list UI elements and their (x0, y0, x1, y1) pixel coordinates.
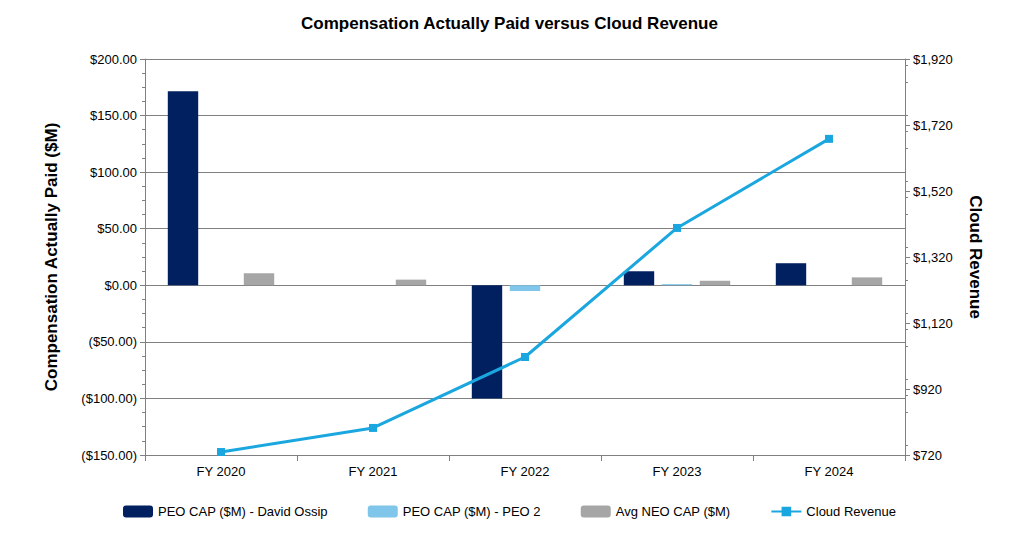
svg-text:FY 2024: FY 2024 (805, 464, 854, 479)
svg-text:FY 2023: FY 2023 (653, 464, 702, 479)
svg-text:Compensation Actually Paid ver: Compensation Actually Paid versus Cloud … (301, 14, 718, 33)
svg-text:$1,120: $1,120 (913, 316, 953, 331)
svg-text:$150.00: $150.00 (90, 108, 137, 123)
svg-text:PEO CAP ($M) - David Ossip: PEO CAP ($M) - David Ossip (158, 504, 328, 519)
svg-text:$50.00: $50.00 (97, 221, 137, 236)
svg-text:Cloud Revenue: Cloud Revenue (966, 195, 985, 319)
svg-text:($50.00): ($50.00) (89, 334, 137, 349)
svg-text:$200.00: $200.00 (90, 52, 137, 67)
svg-text:$100.00: $100.00 (90, 165, 137, 180)
svg-text:$0.00: $0.00 (104, 278, 137, 293)
svg-text:$1,720: $1,720 (913, 118, 953, 133)
svg-text:$1,320: $1,320 (913, 250, 953, 265)
svg-text:Cloud Revenue: Cloud Revenue (806, 504, 896, 519)
svg-text:PEO CAP ($M) - PEO 2: PEO CAP ($M) - PEO 2 (403, 504, 541, 519)
svg-text:$1,920: $1,920 (913, 52, 953, 67)
svg-text:$1,520: $1,520 (913, 184, 953, 199)
svg-text:Compensation Actually Paid ($M: Compensation Actually Paid ($M) (42, 123, 61, 392)
svg-text:$920: $920 (913, 382, 942, 397)
svg-text:($150.00): ($150.00) (81, 448, 137, 463)
svg-text:$720: $720 (913, 448, 942, 463)
svg-text:FY 2021: FY 2021 (349, 464, 398, 479)
svg-text:FY 2020: FY 2020 (197, 464, 246, 479)
svg-text:FY 2022: FY 2022 (501, 464, 550, 479)
svg-text:Avg NEO CAP ($M): Avg NEO CAP ($M) (616, 504, 730, 519)
svg-text:($100.00): ($100.00) (81, 391, 137, 406)
